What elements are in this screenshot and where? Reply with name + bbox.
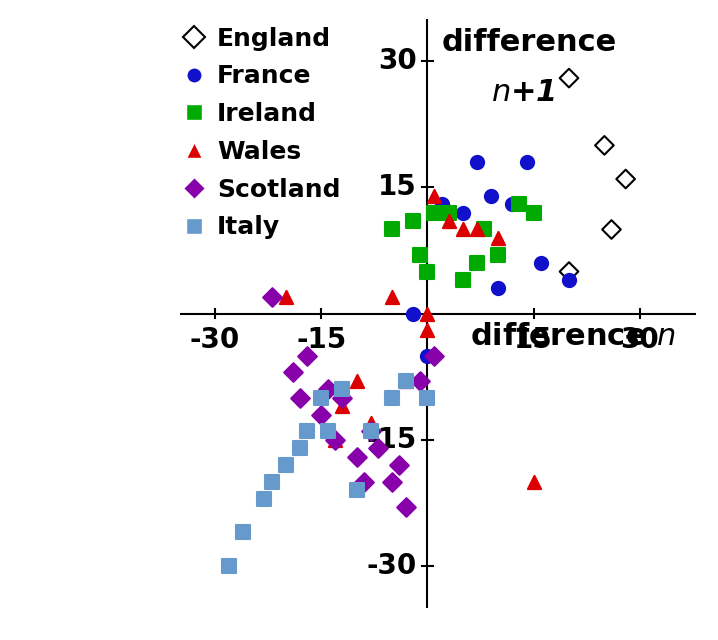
Point bbox=[436, 199, 447, 209]
Point bbox=[330, 435, 341, 445]
Point bbox=[266, 292, 277, 302]
Point bbox=[315, 392, 327, 403]
Point bbox=[358, 477, 369, 487]
Point bbox=[322, 426, 334, 436]
Point bbox=[401, 376, 412, 386]
Point bbox=[457, 207, 469, 218]
Point bbox=[414, 376, 426, 386]
Text: -15: -15 bbox=[366, 426, 416, 454]
Point bbox=[223, 561, 235, 571]
Point bbox=[280, 460, 292, 470]
Point bbox=[443, 216, 454, 226]
Point bbox=[337, 392, 348, 403]
Text: 15: 15 bbox=[514, 326, 553, 354]
Point bbox=[478, 225, 490, 235]
Text: -30: -30 bbox=[366, 552, 416, 580]
Point bbox=[302, 426, 313, 436]
Point bbox=[351, 485, 363, 495]
Point bbox=[386, 477, 398, 487]
Point bbox=[294, 392, 306, 403]
Point bbox=[365, 426, 376, 436]
Point bbox=[401, 502, 412, 512]
Point bbox=[322, 384, 334, 394]
Point bbox=[471, 258, 482, 268]
Text: -15: -15 bbox=[296, 326, 346, 354]
Text: difference: difference bbox=[442, 28, 617, 56]
Point bbox=[287, 367, 299, 378]
Point bbox=[315, 410, 327, 420]
Point bbox=[507, 199, 518, 209]
Text: $n$+1: $n$+1 bbox=[491, 78, 556, 107]
Point bbox=[407, 308, 419, 319]
Point bbox=[493, 250, 504, 260]
Text: -30: -30 bbox=[190, 326, 240, 354]
Text: 15: 15 bbox=[378, 173, 416, 202]
Text: 30: 30 bbox=[620, 326, 659, 354]
Point bbox=[302, 351, 313, 361]
Point bbox=[421, 351, 433, 361]
Point bbox=[429, 207, 440, 218]
Point bbox=[493, 284, 504, 294]
Point bbox=[535, 258, 546, 268]
Point bbox=[493, 233, 504, 243]
Point bbox=[372, 443, 383, 453]
Point bbox=[365, 426, 376, 436]
Point bbox=[294, 443, 306, 453]
Point bbox=[457, 275, 469, 285]
Point bbox=[457, 225, 469, 235]
Point bbox=[258, 493, 270, 504]
Point bbox=[386, 392, 398, 403]
Point bbox=[401, 376, 412, 386]
Point bbox=[563, 73, 574, 83]
Point bbox=[429, 351, 440, 361]
Point bbox=[421, 392, 433, 403]
Point bbox=[337, 401, 348, 412]
Point bbox=[528, 207, 539, 218]
Point bbox=[266, 477, 277, 487]
Point bbox=[421, 266, 433, 276]
Text: difference $n$: difference $n$ bbox=[470, 322, 675, 351]
Point bbox=[606, 225, 617, 235]
Point bbox=[337, 384, 348, 394]
Point bbox=[528, 477, 539, 487]
Point bbox=[599, 140, 610, 150]
Point bbox=[513, 199, 525, 209]
Point bbox=[485, 191, 497, 201]
Point bbox=[330, 435, 341, 445]
Point bbox=[280, 292, 292, 302]
Point bbox=[351, 376, 363, 386]
Point bbox=[351, 451, 363, 461]
Point bbox=[521, 157, 532, 167]
Point bbox=[620, 174, 631, 184]
Text: 30: 30 bbox=[378, 47, 416, 76]
Point bbox=[386, 225, 398, 235]
Legend: England, France, Ireland, Wales, Scotland, Italy: England, France, Ireland, Wales, Scotlan… bbox=[174, 19, 348, 247]
Point bbox=[407, 216, 419, 226]
Point bbox=[386, 292, 398, 302]
Point bbox=[429, 191, 440, 201]
Point bbox=[365, 418, 376, 428]
Point bbox=[421, 325, 433, 335]
Point bbox=[393, 460, 405, 470]
Point bbox=[443, 207, 454, 218]
Point bbox=[471, 157, 482, 167]
Point bbox=[238, 527, 249, 538]
Point bbox=[563, 266, 574, 276]
Point bbox=[471, 225, 482, 235]
Point bbox=[414, 250, 426, 260]
Point bbox=[563, 275, 574, 285]
Point bbox=[421, 308, 433, 319]
